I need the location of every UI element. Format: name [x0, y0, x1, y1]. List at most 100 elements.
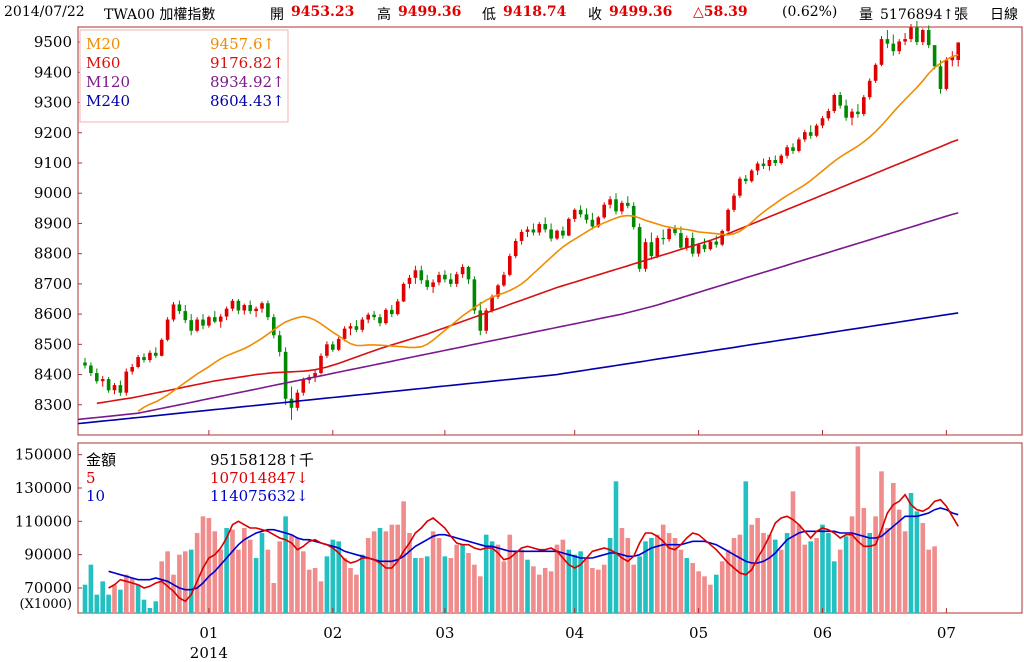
open-value: 9453.23	[291, 4, 355, 20]
volume-bar-up	[430, 531, 436, 613]
month-label: 06	[813, 624, 832, 642]
candle-up	[260, 303, 264, 309]
volume-panel: 70000 90000 110000 130000 150000 (X1000) 金額 951…	[15, 442, 1023, 614]
quote-date: 2014/07/22	[4, 4, 85, 20]
month-label: 07	[937, 624, 956, 642]
volume-bar-down	[460, 544, 465, 613]
candle-up	[732, 195, 736, 210]
volume-bar-up	[159, 561, 164, 613]
candle-down	[637, 227, 642, 269]
price-tick-label: 9100	[34, 154, 72, 172]
month-label: 03	[435, 624, 454, 642]
volume-bar-up	[725, 549, 731, 613]
candle-up	[490, 296, 494, 311]
candle-down	[714, 241, 719, 245]
price-tick-label: 8300	[34, 396, 72, 414]
volume-bar-up	[419, 558, 424, 613]
candle-up	[567, 218, 571, 236]
volume-bar-up	[537, 574, 542, 613]
volume-bar-up	[778, 549, 784, 613]
ma60-line	[96, 138, 959, 405]
volume-unit-label: (X1000)	[20, 597, 72, 612]
volume-bar-up	[407, 533, 412, 613]
volume-bar-up	[731, 538, 737, 613]
volume-bar-down	[643, 541, 648, 613]
candle-up	[484, 310, 488, 331]
volume-bar-up	[318, 581, 324, 613]
candle-down	[289, 398, 294, 408]
candle-down	[183, 311, 188, 321]
ma-legend-name: M20	[86, 35, 120, 53]
volume-bar-up	[247, 539, 253, 613]
volume-bar-up	[902, 531, 908, 613]
candle-down	[838, 95, 842, 106]
candle-up	[224, 308, 229, 317]
volume-bar-up	[383, 531, 389, 613]
candle-down	[808, 132, 813, 136]
candle-up	[820, 118, 825, 126]
volume-bar-up	[129, 578, 135, 613]
candle-down	[673, 228, 677, 234]
volume-bar-up	[495, 544, 501, 613]
candle-up	[360, 319, 365, 330]
year-label: 2014	[190, 644, 228, 662]
candle-down	[549, 229, 553, 239]
candle-up	[301, 379, 306, 393]
candle-up	[867, 80, 872, 98]
volume-bar-up	[755, 518, 760, 613]
candle-up	[342, 328, 347, 339]
candle-up	[136, 357, 140, 367]
volume-tick-label: 110000	[15, 512, 72, 530]
candle-up	[803, 132, 807, 140]
candle-down	[95, 373, 99, 382]
candle-up	[437, 274, 441, 283]
candle-down	[277, 335, 282, 352]
candle-down	[236, 300, 241, 311]
candle-down	[844, 105, 848, 118]
price-tick-label: 8500	[34, 335, 72, 353]
volume-bar-up	[814, 538, 819, 613]
high-label: 高	[377, 7, 391, 23]
candle-up	[950, 56, 955, 61]
candle-down	[649, 242, 654, 257]
volume-bar-down	[377, 528, 383, 613]
candle-down	[201, 319, 205, 326]
volume-bar-up	[513, 551, 518, 613]
volume-bar-up	[531, 566, 536, 613]
volume-bar-down	[483, 534, 489, 613]
volume-bar-down	[649, 538, 654, 613]
volume-bar-up	[590, 568, 595, 613]
volume-bar-up	[236, 549, 241, 613]
volume-bar-up	[761, 533, 766, 613]
price-tick-label: 8700	[34, 275, 72, 293]
candle-up	[319, 355, 323, 374]
volume-bar-up	[601, 564, 607, 613]
volume-bar-up	[542, 568, 548, 613]
volume-bar-down	[188, 549, 194, 613]
candle-up	[602, 204, 606, 218]
candle-up	[295, 392, 300, 408]
volume-bar-up	[312, 568, 318, 613]
volume-legend-name: 5	[86, 469, 96, 487]
volume-bar-up	[702, 576, 707, 613]
period-label: 日線	[990, 7, 1018, 23]
price-tick-label: 8800	[34, 245, 72, 263]
candle-down	[89, 365, 93, 374]
candle-up	[366, 314, 370, 320]
volume-value: 5176894↑張	[880, 7, 969, 23]
candle-up	[555, 230, 559, 239]
volume-bar-up	[719, 561, 725, 613]
volume-bar-up	[342, 558, 347, 613]
volume-legend-name: 10	[86, 487, 105, 505]
candle-up	[513, 240, 518, 257]
volume-bar-up	[177, 554, 182, 613]
candle-down	[118, 385, 123, 393]
candle-up	[413, 270, 418, 278]
candle-up	[814, 125, 819, 136]
volume-bar-down	[773, 539, 778, 613]
candle-up	[643, 242, 648, 269]
ma120-line	[78, 212, 959, 421]
candle-down	[543, 224, 547, 230]
candle-up	[596, 217, 601, 227]
